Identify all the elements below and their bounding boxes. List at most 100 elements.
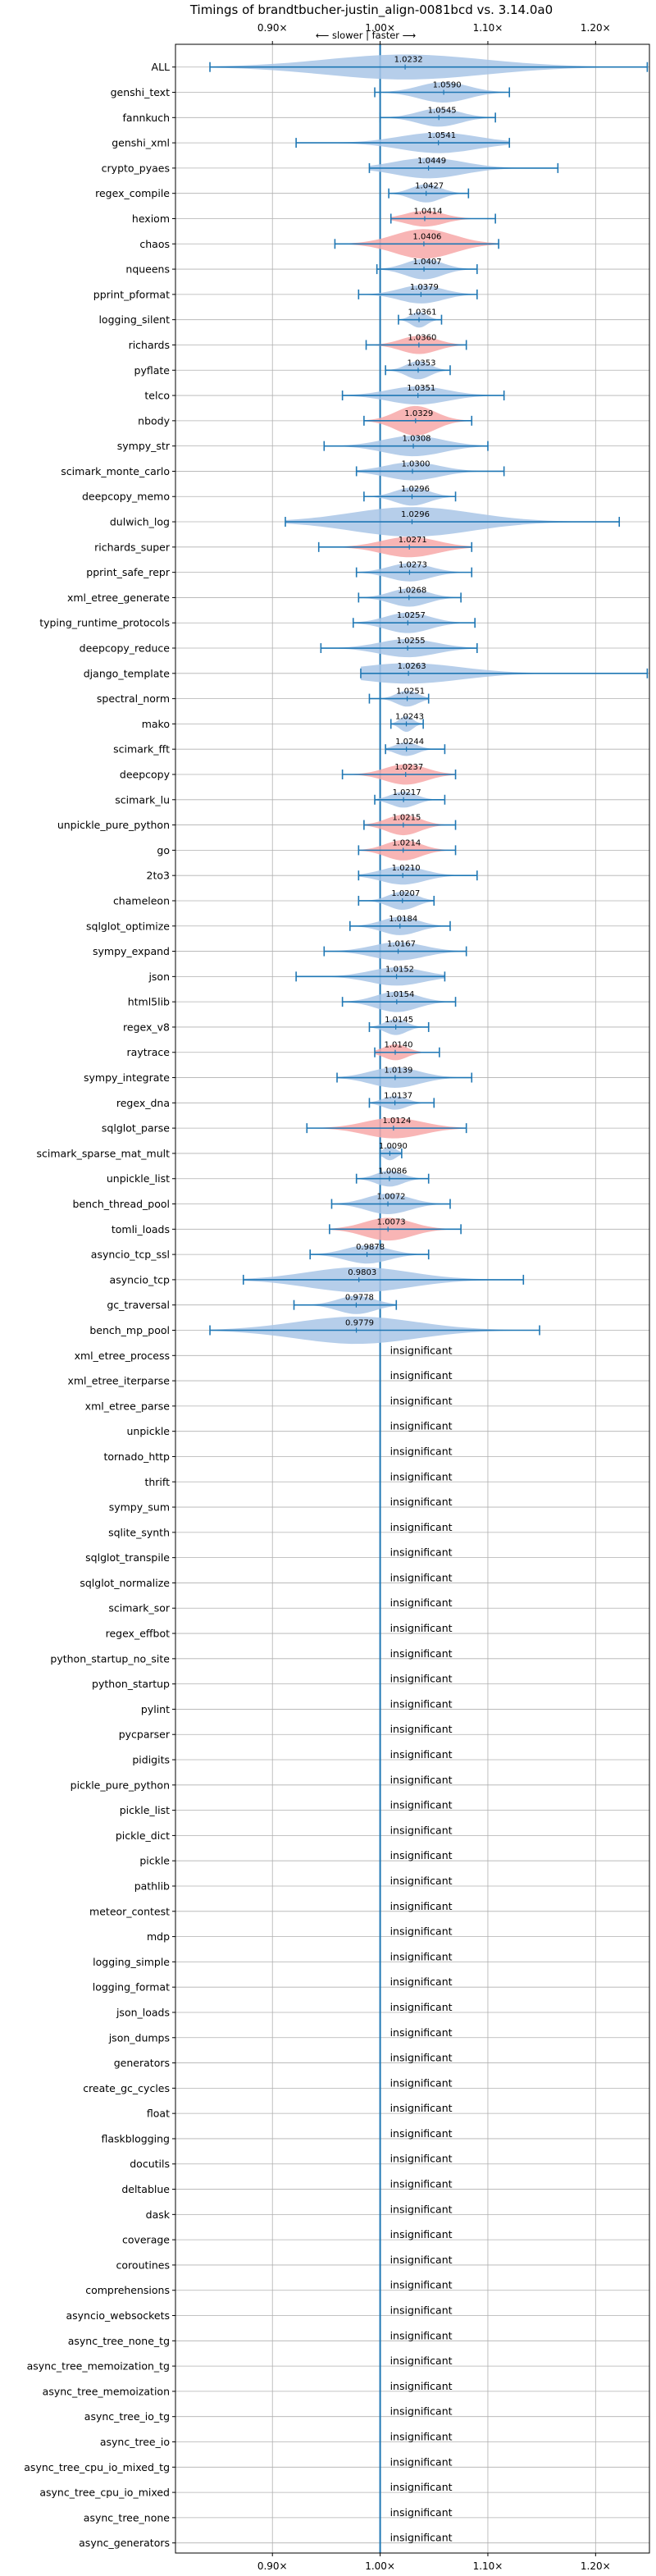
benchmark-label: genshi_text (111, 86, 170, 98)
value-label: 1.0073 (377, 1217, 406, 1226)
benchmark-label: scimark_fft (113, 743, 170, 756)
benchmark-label: django_template (84, 667, 171, 679)
value-label: 1.0232 (394, 56, 423, 65)
insignificant-label: insignificant (390, 1445, 453, 1457)
benchmark-label: regex_compile (95, 187, 170, 199)
x-tick-label-top: 0.90× (257, 22, 288, 34)
benchmark-label: pidigits (132, 1754, 170, 1766)
value-label: 1.0300 (402, 459, 430, 468)
benchmark-label: sqlglot_transpile (85, 1551, 170, 1564)
benchmark-violin-genshi_xml: 1.0541 (295, 131, 511, 153)
value-label: 1.0545 (428, 106, 457, 115)
benchmark-violin-sqlglot_parse: 1.0124 (306, 1117, 467, 1139)
insignificant-label: insignificant (390, 1774, 453, 1786)
benchmark-label: deepcopy (120, 768, 171, 780)
benchmark-label: json_dumps (108, 2031, 170, 2044)
benchmark-violin-sympy_expand: 1.0167 (323, 940, 467, 961)
value-label: 1.0361 (408, 308, 437, 317)
benchmark-violin-regex_dna: 1.0137 (368, 1091, 435, 1110)
value-label: 1.0407 (413, 258, 442, 267)
benchmark-label: html5lib (128, 996, 170, 1008)
benchmark-label: sympy_integrate (84, 1071, 170, 1084)
benchmark-label: async_tree_cpu_io_mixed (39, 2487, 170, 2499)
benchmark-violin-chaos: 1.0406 (334, 229, 499, 259)
value-label: 1.0207 (391, 889, 420, 898)
benchmark-violin-telco: 1.0351 (341, 384, 505, 405)
x-tick-label-bottom: 1.20× (581, 2560, 611, 2572)
benchmark-label: pyflate (134, 364, 171, 377)
benchmark-violin-gc_traversal: 0.9778 (293, 1294, 398, 1314)
insignificant-label: insignificant (390, 1723, 453, 1735)
benchmark-label: float (147, 2108, 170, 2120)
benchmark-label: pycparser (119, 1729, 171, 1741)
benchmark-violin-nbody: 1.0329 (363, 405, 473, 436)
value-label: 1.0244 (395, 738, 424, 747)
x-tick-label-bottom: 1.10× (473, 2560, 503, 2572)
benchmark-label: xml_etree_parse (85, 1400, 171, 1412)
benchmark-violin-html5lib: 1.0154 (341, 990, 457, 1012)
benchmark-violin-xml_etree_generate: 1.0268 (358, 586, 462, 607)
x-tick-label-bottom: 0.90× (257, 2560, 288, 2572)
benchmark-label: nbody (138, 414, 170, 427)
value-label: 1.0268 (398, 586, 426, 595)
value-label: 1.0154 (385, 990, 414, 999)
benchmark-label: telco (144, 390, 170, 402)
insignificant-label: insignificant (390, 1546, 453, 1559)
value-label: 1.0217 (393, 788, 421, 797)
value-label: 1.0353 (407, 359, 435, 368)
value-label: 1.0139 (384, 1066, 412, 1076)
insignificant-label: insignificant (390, 2076, 453, 2089)
value-label: 1.0215 (392, 814, 421, 823)
insignificant-label: insignificant (390, 1344, 453, 1356)
benchmark-label: coverage (122, 2234, 170, 2246)
benchmark-rows: 1.0232 1.0590 1.0545 1.0541 1.0449 1.0427 1.04… (209, 44, 649, 2553)
benchmark-label: meteor_contest (89, 1905, 170, 1917)
benchmark-violin-pprint_safe_repr: 1.0273 (355, 561, 473, 582)
benchmark-label: comprehensions (85, 2284, 170, 2296)
direction-label: ⟵ slower | faster ⟶ (316, 30, 416, 41)
benchmark-violin-2to3: 1.0210 (358, 864, 478, 885)
benchmark-label: logging_format (93, 1981, 170, 1994)
benchmark-label: pickle_dict (116, 1829, 170, 1842)
insignificant-label: insignificant (390, 1521, 453, 1533)
benchmark-label: async_tree_none_tg (68, 2335, 170, 2347)
insignificant-label: insignificant (390, 2405, 453, 2418)
insignificant-label: insignificant (390, 1420, 453, 1432)
insignificant-label: insignificant (390, 1673, 453, 1685)
benchmark-violin-unpickle_pure_python: 1.0215 (363, 814, 457, 836)
insignificant-label: insignificant (390, 2127, 453, 2140)
benchmark-label: sympy_sum (109, 1501, 170, 1514)
value-label: 1.0308 (403, 435, 431, 444)
benchmark-violin-bench_thread_pool: 1.0072 (330, 1193, 451, 1214)
insignificant-label: insignificant (390, 1950, 453, 1962)
plot-frame (175, 43, 650, 2554)
value-label: 1.0210 (392, 864, 421, 873)
benchmark-label: docutils (130, 2158, 170, 2170)
insignificant-label: insignificant (390, 2506, 453, 2519)
value-label: 1.0329 (404, 409, 433, 418)
benchmark-label: deepcopy_memo (82, 491, 170, 503)
value-label: 1.0214 (392, 838, 421, 847)
value-label: 0.9779 (345, 1318, 374, 1327)
benchmark-label: xml_etree_process (75, 1350, 170, 1362)
value-label: 1.0271 (399, 536, 427, 545)
benchmark-label: logging_silent (98, 313, 170, 326)
value-label: 1.0152 (385, 965, 414, 974)
benchmark-label: json (148, 971, 170, 983)
insignificant-label: insignificant (390, 2430, 453, 2442)
benchmark-violin-richards: 1.0360 (365, 333, 467, 354)
benchmark-violin-sympy_integrate: 1.0139 (336, 1066, 473, 1088)
benchmark-label: mdp (147, 1930, 170, 1943)
x-tick-label-top: 1.20× (581, 22, 611, 34)
value-label: 1.0406 (412, 232, 441, 241)
benchmark-label: fannkuch (123, 112, 170, 124)
benchmark-violin-unpickle_list: 1.0086 (355, 1167, 430, 1187)
benchmark-label: sqlglot_parse (102, 1122, 170, 1135)
insignificant-label: insignificant (390, 1571, 453, 1583)
benchmark-violin-spectral_norm: 1.0251 (368, 687, 430, 707)
benchmark-label: regex_v8 (123, 1021, 170, 1033)
insignificant-label: insignificant (390, 1596, 453, 1609)
benchmark-label: asyncio_websockets (66, 2309, 170, 2322)
benchmark-violin-deepcopy_memo: 1.0296 (363, 485, 457, 506)
benchmark-violin-ALL: 1.0232 (209, 54, 649, 80)
